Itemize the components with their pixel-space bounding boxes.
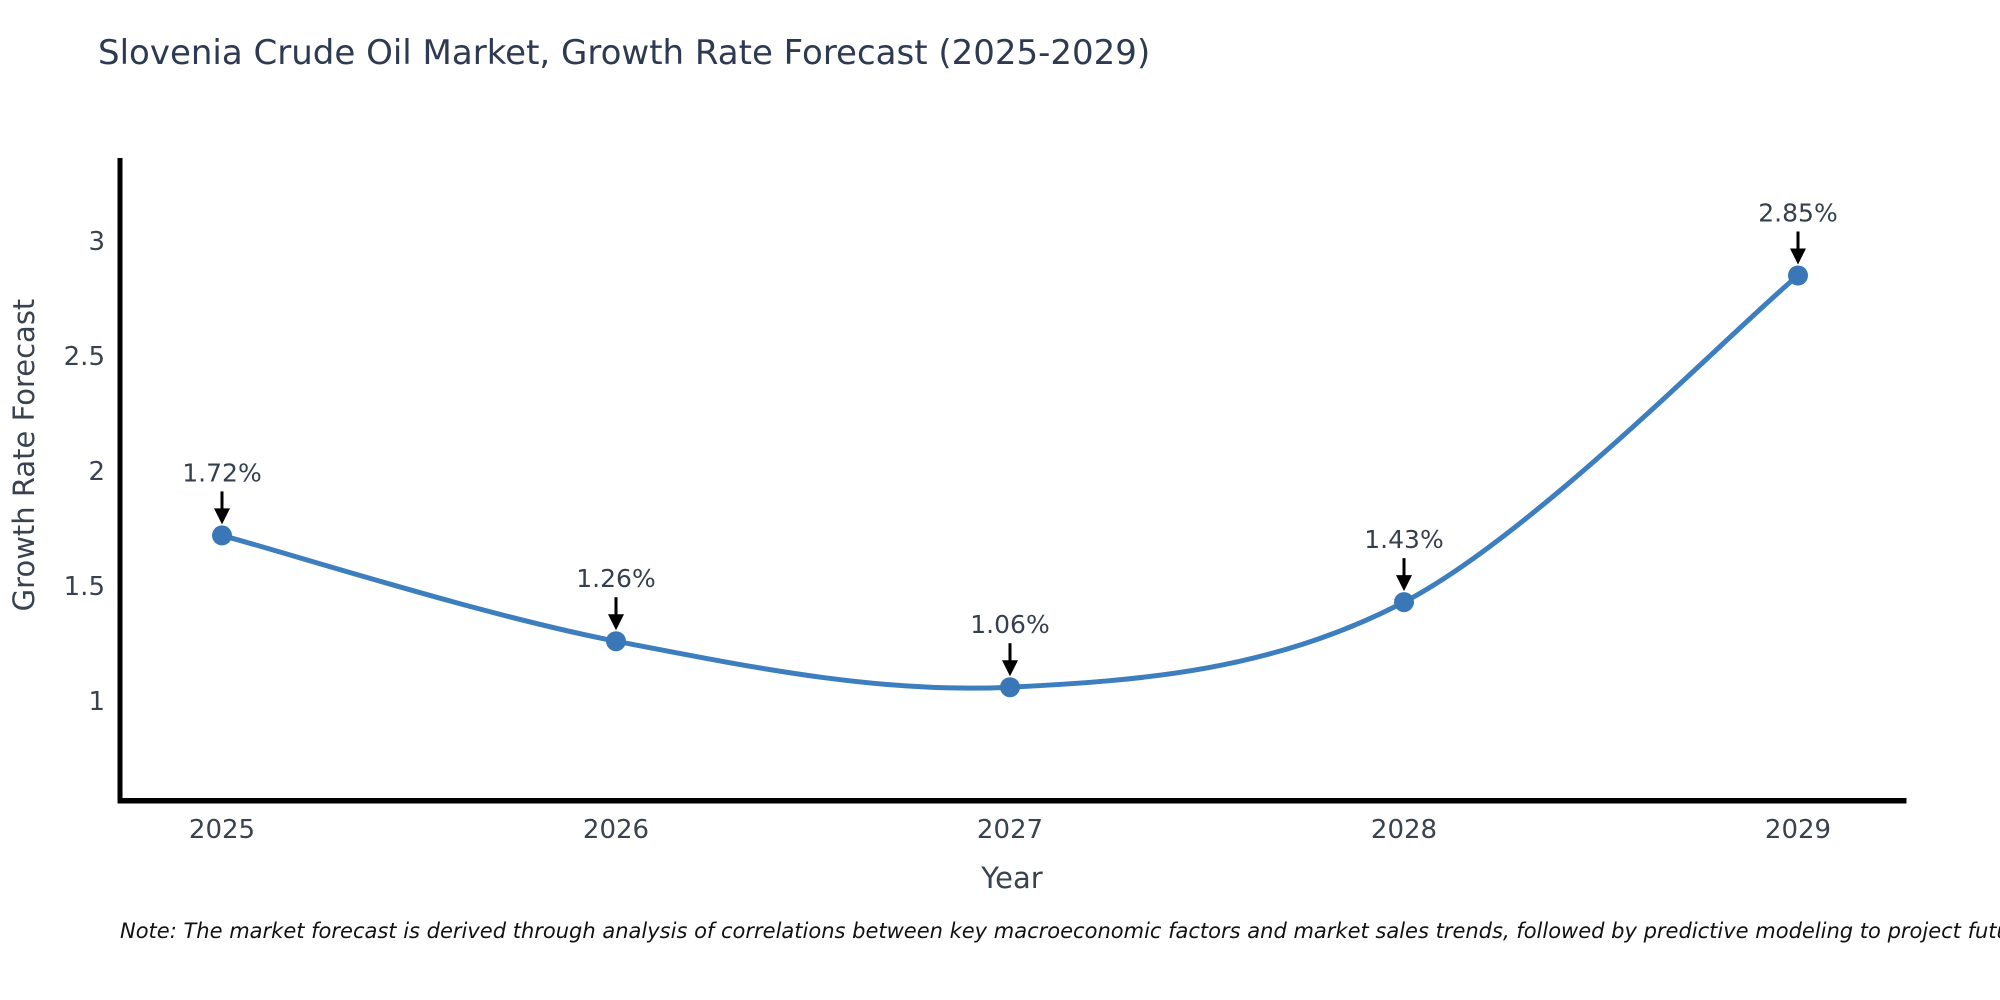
x-tick-label: 2029 — [1765, 815, 1831, 845]
data-point-marker — [1788, 265, 1808, 286]
data-series — [212, 265, 1808, 698]
data-point-marker — [1000, 677, 1020, 698]
point-value-label: 2.85% — [1758, 199, 1837, 228]
annotation-arrowhead — [1396, 575, 1412, 592]
annotation-arrowhead — [608, 614, 624, 631]
y-axis-spine — [117, 158, 123, 803]
y-tick-label: 2 — [88, 457, 105, 487]
point-value-label: 1.72% — [182, 458, 261, 487]
chart-title: Slovenia Crude Oil Market, Growth Rate F… — [98, 33, 1150, 73]
data-point-marker — [212, 525, 232, 546]
x-tick-label: 2025 — [189, 815, 255, 845]
x-tick-label: 2027 — [977, 815, 1043, 845]
x-axis-title: Year — [980, 861, 1042, 895]
annotation-arrowhead — [1002, 660, 1018, 677]
point-value-label: 1.06% — [970, 610, 1049, 639]
point-value-label: 1.43% — [1364, 525, 1443, 554]
x-tick-label: 2028 — [1371, 815, 1437, 845]
annotation-arrowhead — [1790, 248, 1806, 265]
data-point-marker — [1394, 592, 1414, 613]
y-axis-ticks: 1 1.5 2 2.5 3 — [64, 227, 105, 717]
point-value-label: 1.26% — [576, 564, 655, 593]
footnote: Note: The market forecast is derived thr… — [120, 919, 2000, 943]
y-axis-title: Growth Rate Forecast — [7, 299, 41, 612]
y-tick-label: 1 — [88, 687, 105, 717]
point-annotations: 1.72% 1.26% 1.06% 1.43% 2.85% — [182, 199, 1838, 677]
x-axis-ticks: 2025 2026 2027 2028 2029 — [189, 815, 1831, 845]
y-tick-label: 3 — [88, 227, 105, 257]
x-axis-spine — [117, 798, 1907, 804]
data-point-marker — [606, 631, 626, 652]
y-tick-label: 2.5 — [64, 342, 105, 372]
x-tick-label: 2026 — [583, 815, 649, 845]
y-tick-label: 1.5 — [64, 572, 105, 602]
annotation-arrowhead — [214, 508, 230, 525]
